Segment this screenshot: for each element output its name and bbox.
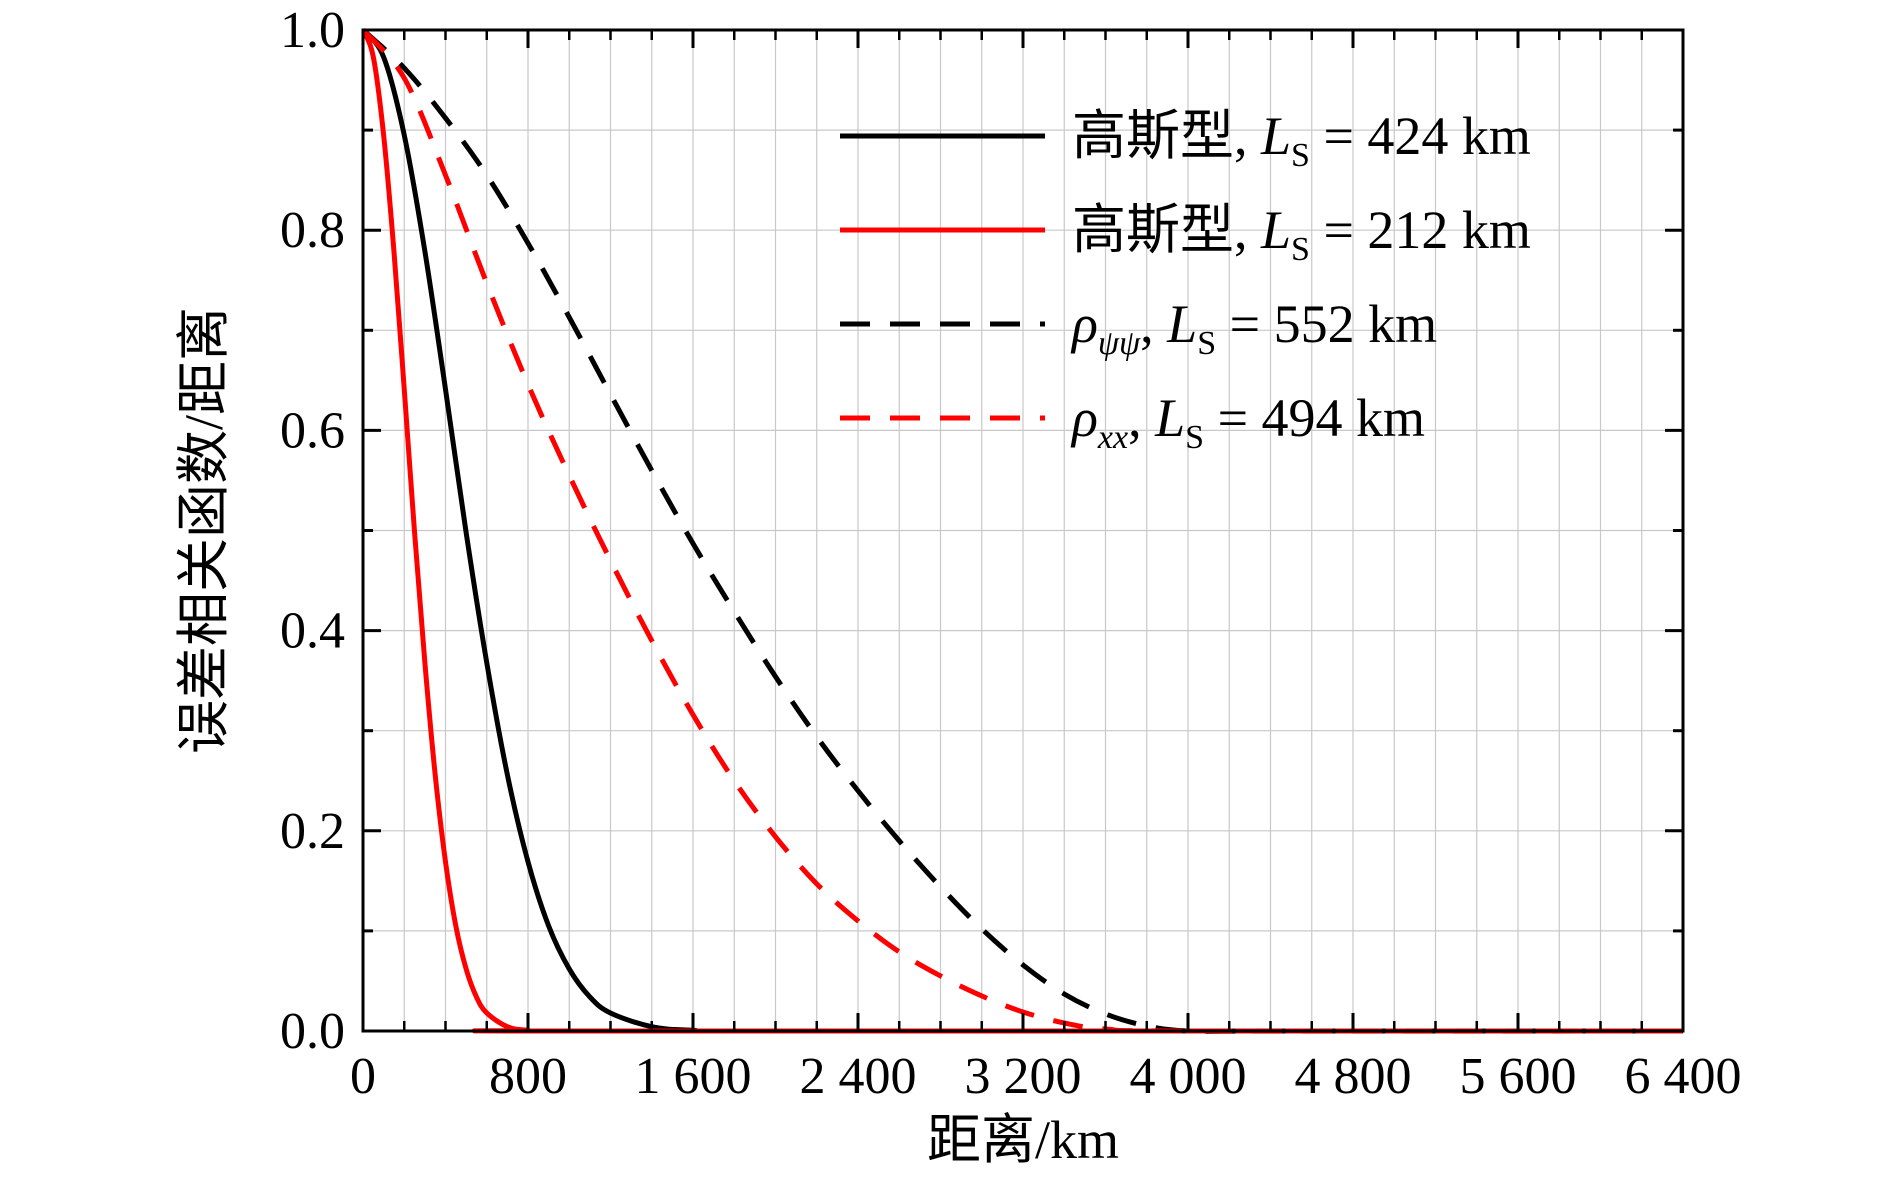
y-tick-label: 1.0 bbox=[280, 2, 345, 59]
grid bbox=[363, 30, 1683, 1031]
x-tick-label: 2 400 bbox=[800, 1048, 917, 1105]
x-tick-label: 4 800 bbox=[1295, 1048, 1412, 1105]
axes bbox=[361, 28, 1685, 1033]
x-axis-label: 距离/km bbox=[927, 1110, 1119, 1170]
y-tick-label: 0.6 bbox=[280, 402, 345, 459]
legend-label-4: ρxx, LS = 494 km bbox=[1070, 388, 1425, 456]
y-tick-label: 0.2 bbox=[280, 803, 345, 860]
y-axis-label: 误差相关函数/距离 bbox=[174, 307, 234, 754]
y-tick-label: 0.4 bbox=[280, 603, 345, 660]
legend: 高斯型, LS = 424 km 高斯型, LS = 212 km ρψψ, LS … bbox=[840, 106, 1531, 456]
x-tick-label: 0 bbox=[350, 1048, 376, 1105]
legend-label-3: ρψψ, LS = 552 km bbox=[1070, 294, 1437, 362]
x-tick-label: 3 200 bbox=[965, 1048, 1082, 1105]
y-tick-label: 0.0 bbox=[280, 1003, 345, 1060]
x-tick-label: 1 600 bbox=[635, 1048, 752, 1105]
x-tick-label: 4 000 bbox=[1130, 1048, 1247, 1105]
x-tick-label: 6 400 bbox=[1625, 1048, 1742, 1105]
legend-label-2: 高斯型, LS = 212 km bbox=[1072, 200, 1531, 268]
x-tick-label: 800 bbox=[489, 1048, 567, 1105]
tick-labels: 0 800 1 600 2 400 3 200 4 000 4 800 5 600 6 400 0… bbox=[280, 2, 1742, 1105]
legend-label-1: 高斯型, LS = 424 km bbox=[1072, 106, 1531, 174]
x-tick-label: 5 600 bbox=[1460, 1048, 1577, 1105]
y-tick-label: 0.8 bbox=[280, 202, 345, 259]
